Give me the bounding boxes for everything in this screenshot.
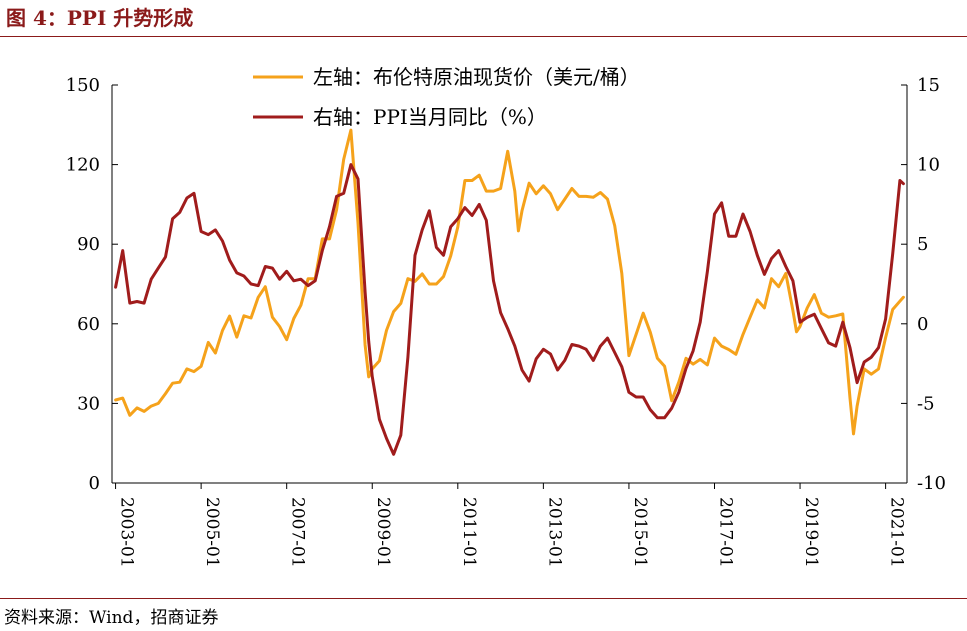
x-tick-label: 2007-01 xyxy=(288,497,308,568)
right-tick-label: 15 xyxy=(917,75,940,96)
x-tick-label: 2013-01 xyxy=(544,497,564,568)
ppi-line xyxy=(114,163,905,456)
x-tick-label: 2019-01 xyxy=(801,497,821,568)
left-tick-label: 150 xyxy=(66,75,100,96)
right-tick-label: -5 xyxy=(917,393,935,414)
legend-label-ppi: 右轴：PPI当月同比（%） xyxy=(313,105,547,129)
x-tick-label: 2009-01 xyxy=(373,497,393,568)
right-tick-label: 10 xyxy=(917,155,940,176)
left-tick-label: 120 xyxy=(66,155,100,176)
source-rule xyxy=(0,598,967,599)
right-tick-label: -10 xyxy=(917,473,946,494)
figure-title: 图 4：PPI 升势形成 xyxy=(6,6,194,30)
left-tick-label: 60 xyxy=(77,314,100,335)
x-tick-label: 2017-01 xyxy=(715,497,735,568)
x-tick-label: 2005-01 xyxy=(202,497,222,568)
left-tick-label: 90 xyxy=(77,234,100,255)
left-tick-label: 30 xyxy=(77,393,100,414)
oil-price-line xyxy=(114,128,905,436)
x-tick-label: 2021-01 xyxy=(887,497,907,568)
legend-label-oil: 左轴：布伦特原油现货价（美元/桶） xyxy=(313,65,640,89)
source-note: 资料来源：Wind，招商证券 xyxy=(4,608,219,628)
x-tick-label: 2011-01 xyxy=(459,497,479,568)
right-tick-label: 0 xyxy=(917,314,928,335)
left-tick-label: 0 xyxy=(89,473,100,494)
x-tick-label: 2003-01 xyxy=(117,497,137,568)
title-rule xyxy=(0,36,967,37)
right-tick-label: 5 xyxy=(917,234,928,255)
dual-axis-line-chart: 0 30 60 90 120 150 -10 -5 0 5 10 15 2003-01 2005-01 20… xyxy=(66,65,946,568)
x-tick-label: 2015-01 xyxy=(630,497,650,568)
